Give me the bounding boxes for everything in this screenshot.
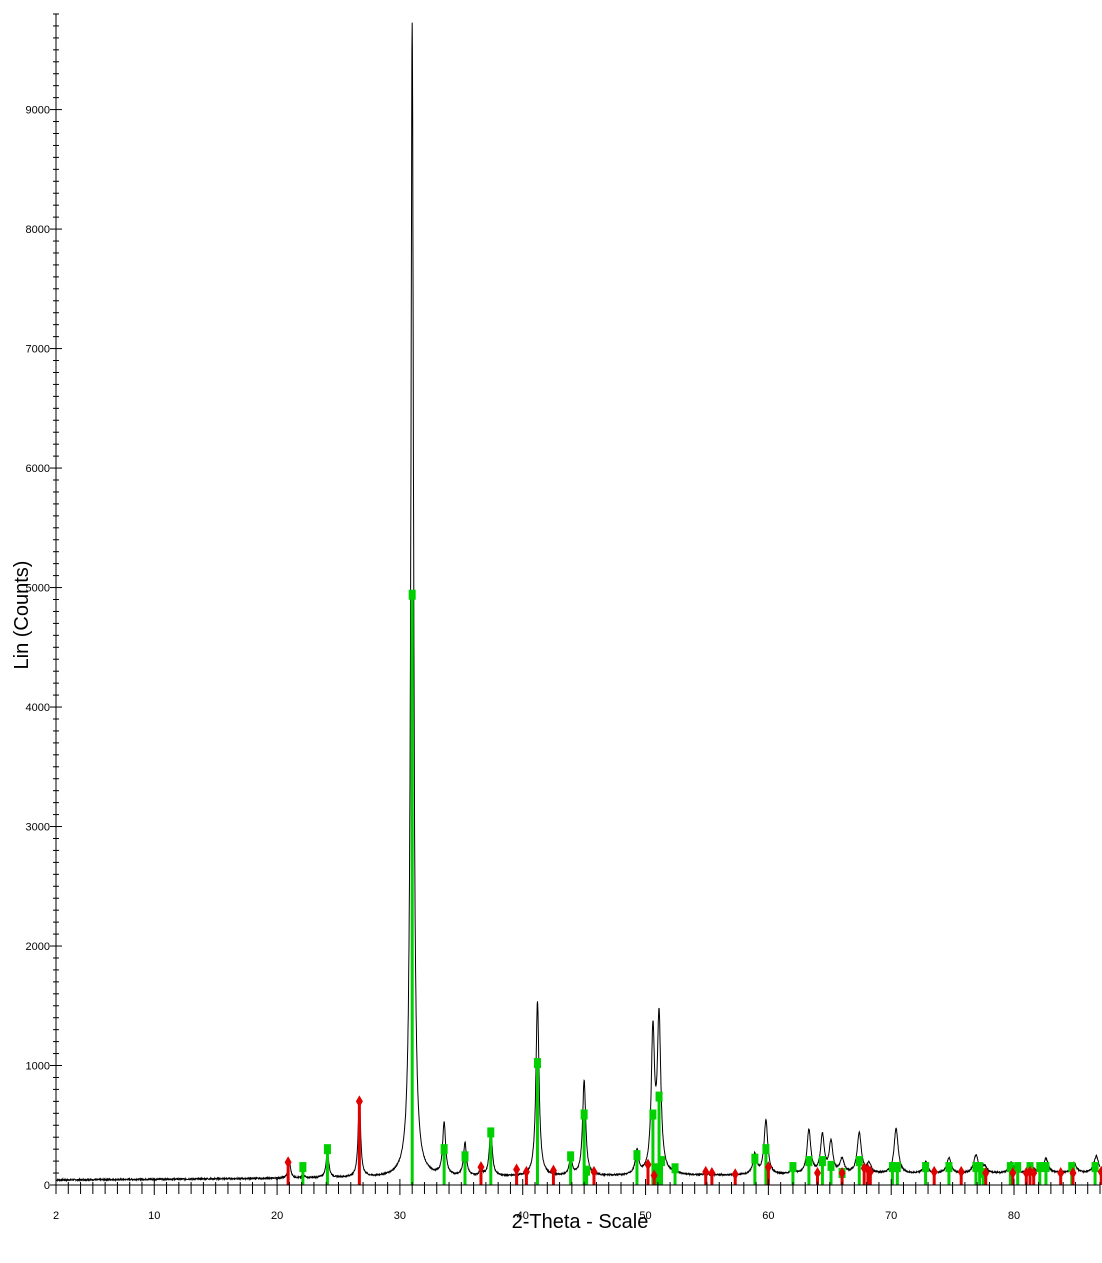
green-phase-marker <box>533 1058 541 1069</box>
green-phase-marker <box>751 1153 759 1164</box>
green-phase-marker <box>323 1144 331 1155</box>
green-phase-marker <box>649 1109 657 1120</box>
red-phase-marker <box>513 1163 521 1176</box>
red-phase-marker <box>355 1095 363 1108</box>
red-phase-marker <box>731 1168 739 1181</box>
green-phase-marker <box>583 1165 591 1176</box>
y-tick-label: 3000 <box>26 822 50 834</box>
phase-sticks <box>284 589 1102 1185</box>
y-tick-label: 2000 <box>26 941 50 953</box>
red-phase-marker <box>590 1165 598 1178</box>
green-phase-marker <box>922 1162 930 1173</box>
green-phase-marker <box>1042 1162 1050 1173</box>
red-phase-marker <box>522 1165 530 1178</box>
red-phase-marker <box>1030 1167 1038 1180</box>
green-phase-marker <box>893 1162 901 1173</box>
green-phase-marker <box>1036 1162 1044 1173</box>
green-phase-marker <box>789 1162 797 1173</box>
pattern-layer <box>55 22 1101 1183</box>
y-tick-label: 8000 <box>26 224 50 236</box>
x-tick-label: 80 <box>1008 1210 1020 1222</box>
green-phase-marker <box>299 1162 307 1173</box>
x-tick-label: 40 <box>517 1210 529 1222</box>
red-phase-marker <box>708 1167 716 1180</box>
red-phase-marker <box>549 1164 557 1177</box>
red-phase-marker <box>957 1165 965 1178</box>
green-phase-marker <box>1014 1162 1022 1173</box>
x-tick-label: 20 <box>271 1210 283 1222</box>
red-phase-marker <box>866 1165 874 1178</box>
red-phase-marker <box>650 1169 658 1182</box>
green-phase-marker <box>440 1144 448 1155</box>
y-axis-title: Lin (Counts) <box>11 561 33 670</box>
green-phase-marker <box>827 1160 835 1171</box>
green-phase-marker <box>762 1144 770 1155</box>
red-phase-marker <box>702 1165 710 1178</box>
red-phase-marker <box>1009 1167 1017 1180</box>
green-phase-marker <box>1091 1162 1099 1173</box>
green-phase-marker <box>580 1109 588 1120</box>
x-tick-label: 2 <box>53 1210 59 1222</box>
green-phase-marker <box>408 589 416 600</box>
green-phase-marker <box>671 1163 679 1174</box>
green-phase-marker <box>461 1151 469 1162</box>
green-phase-marker <box>487 1127 495 1138</box>
green-phase-marker <box>1068 1162 1076 1173</box>
green-phase-marker <box>805 1156 813 1167</box>
y-tick-label: 1000 <box>26 1061 50 1073</box>
red-phase-marker <box>838 1167 846 1180</box>
y-tick-label: 7000 <box>26 344 50 356</box>
red-phase-marker <box>764 1161 772 1174</box>
y-tick-label: 5000 <box>26 583 50 595</box>
y-tick-label: 9000 <box>26 105 50 117</box>
green-phase-marker <box>653 1163 661 1174</box>
green-phase-marker <box>976 1162 984 1173</box>
red-phase-marker <box>644 1158 652 1171</box>
red-phase-marker <box>982 1167 990 1180</box>
red-phase-marker <box>930 1165 938 1178</box>
green-phase-marker <box>818 1156 826 1167</box>
green-phase-marker <box>633 1150 641 1161</box>
red-phase-marker <box>284 1156 292 1169</box>
green-phase-marker <box>567 1151 575 1162</box>
red-phase-marker <box>1097 1165 1102 1178</box>
red-phase-marker <box>1057 1167 1065 1180</box>
green-phase-marker <box>658 1156 666 1167</box>
green-phase-marker <box>1006 1162 1014 1173</box>
y-tick-label: 0 <box>44 1180 50 1192</box>
x-tick-label: 70 <box>885 1210 897 1222</box>
axes: 0 1000 2000 3000 4000 5000 6000 7000 8000 9000 2 10… <box>26 13 1101 1222</box>
green-phase-marker <box>855 1156 863 1167</box>
y-tick-label: 6000 <box>26 463 50 475</box>
green-phase-marker <box>972 1162 980 1173</box>
x-axis-title: 2-Theta - Scale <box>512 1211 649 1233</box>
y-tick-label: 4000 <box>26 702 50 714</box>
x-tick-label: 60 <box>762 1210 774 1222</box>
red-phase-marker <box>814 1167 822 1180</box>
red-phase-marker <box>477 1161 485 1174</box>
green-phase-marker <box>888 1162 896 1173</box>
green-phase-marker <box>655 1091 663 1102</box>
diffraction-pattern <box>55 22 1101 1183</box>
x-tick-label: 30 <box>394 1210 406 1222</box>
x-tick-label: 10 <box>148 1210 160 1222</box>
green-phase-marker <box>945 1162 953 1173</box>
x-tick-label: 50 <box>639 1210 651 1222</box>
red-phase-marker <box>1069 1167 1077 1180</box>
